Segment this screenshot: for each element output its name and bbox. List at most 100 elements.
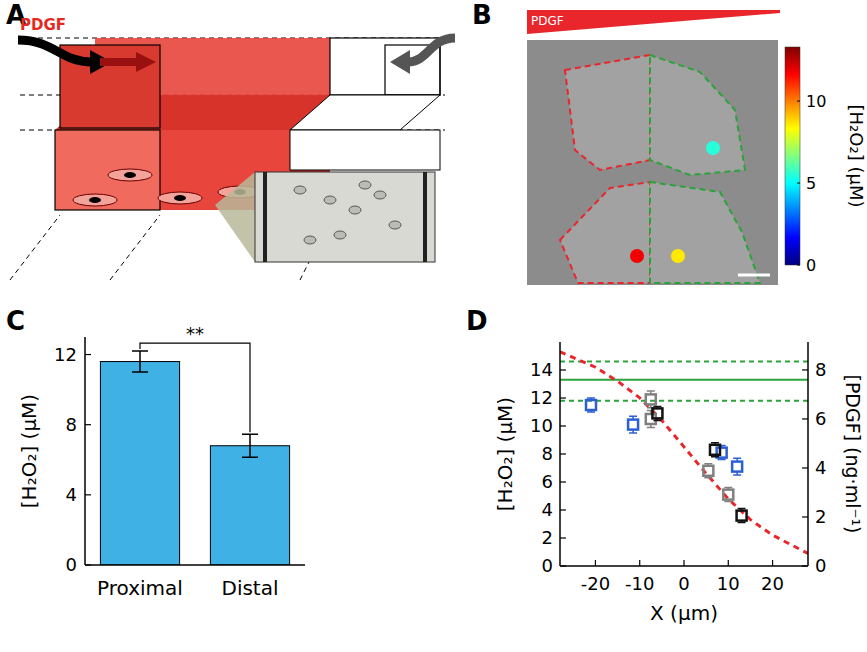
- marker: [723, 490, 733, 500]
- y2-tick: [802, 565, 808, 566]
- white-channel-body: [290, 130, 440, 170]
- y-tick-label: 4: [66, 484, 77, 505]
- inset-cell: [304, 236, 316, 244]
- y-tick-label: 12: [530, 387, 553, 408]
- spot: [671, 249, 685, 263]
- colorbar: [785, 47, 800, 265]
- error-bar: [629, 416, 637, 433]
- marker: [703, 466, 713, 476]
- y-tick: [85, 564, 91, 565]
- inset-cell: [374, 191, 386, 199]
- y-tick-label: 8: [542, 443, 553, 464]
- inflow-arrow: [408, 38, 455, 62]
- micrograph: [527, 40, 778, 285]
- guide-line: [10, 215, 60, 280]
- colorbar-tick-label: 0: [806, 256, 816, 275]
- line: [560, 361, 808, 363]
- panel-letter: C: [6, 306, 25, 336]
- y2-tick: [802, 516, 808, 517]
- error-bar: [587, 398, 595, 412]
- inset-cell: [389, 221, 401, 229]
- x-tick-label: -10: [625, 573, 654, 594]
- y-tick-label: 2: [542, 527, 553, 548]
- y-tick-label: 0: [66, 554, 77, 575]
- spot: [706, 141, 720, 155]
- gradient-wedge: [527, 10, 780, 34]
- y2-axis: [807, 342, 809, 566]
- error-bar: [711, 443, 719, 457]
- error-bar: [647, 391, 655, 408]
- cell: [73, 194, 117, 206]
- y2-tick: [802, 418, 808, 419]
- y-tick-label: 0: [542, 555, 553, 576]
- white-channel-top: [330, 38, 440, 95]
- bars: [100, 351, 289, 565]
- colorbar-title: [H₂O₂] (μM): [846, 105, 867, 208]
- x-tick: [772, 560, 773, 566]
- marker: [586, 400, 596, 410]
- colorbar-tick: [797, 101, 800, 102]
- channel-wall: [263, 172, 267, 262]
- significance-label: **: [186, 323, 204, 344]
- cell: [158, 192, 202, 204]
- cell-outline: [650, 182, 760, 283]
- y-tick-label: 8: [66, 414, 77, 435]
- inset-cell: [294, 186, 306, 194]
- marker: [710, 445, 720, 455]
- inset-cell: [359, 181, 371, 189]
- y-axis: [84, 337, 86, 565]
- y-axis-title: [H₂O₂] (μM): [17, 394, 41, 508]
- marker: [646, 394, 656, 404]
- guide-line: [110, 215, 160, 280]
- y2-tick: [802, 467, 808, 468]
- white-channel-face: [290, 95, 440, 130]
- panel-a: APDGF: [6, 0, 455, 280]
- channel-wall: [423, 172, 427, 262]
- marker: [628, 420, 638, 430]
- x-tick-label: -20: [581, 573, 610, 594]
- cell-outline: [565, 55, 650, 170]
- y2-axis-title: [PDGF] (ng·ml⁻¹): [842, 374, 864, 533]
- channel-front: [55, 130, 160, 210]
- y2-tick-label: 8: [815, 359, 826, 380]
- y2-tick-label: 6: [815, 408, 826, 429]
- nucleus: [89, 197, 101, 203]
- colorbar-tick-label: 5: [806, 174, 816, 193]
- y-tick: [85, 424, 91, 425]
- y-axis-title: [H₂O₂] (μM): [493, 397, 517, 511]
- x-tick-label: 10: [717, 573, 740, 594]
- error-bar: [704, 464, 712, 478]
- pdgf-label: PDGF: [20, 16, 66, 34]
- panel-letter: B: [472, 0, 492, 30]
- significance-bracket: [140, 343, 250, 432]
- colorbar-tick: [797, 183, 800, 184]
- y-tick-label: 10: [530, 415, 553, 436]
- x-tick: [683, 560, 684, 566]
- bar: [210, 446, 289, 565]
- inset-cell: [349, 206, 361, 214]
- panel-c: CProximalDistal04812[H₂O₂] (μM)**: [6, 306, 305, 600]
- plot-marks: [560, 352, 808, 554]
- y2-tick: [802, 369, 808, 370]
- x-tick-label: 20: [761, 573, 784, 594]
- line: [560, 379, 808, 381]
- figure: APDGFBPDGF0510[H₂O₂] (μM)CProximalDistal…: [0, 0, 867, 652]
- scale-bar: [738, 274, 770, 277]
- arrow-head: [136, 52, 156, 72]
- line: [560, 352, 808, 554]
- x-tick-label: 0: [678, 573, 689, 594]
- inset-cell: [324, 196, 336, 204]
- error-bar: [242, 434, 258, 457]
- y-tick: [560, 481, 566, 482]
- y-tick: [560, 509, 566, 510]
- nucleus: [124, 172, 136, 178]
- nucleus: [174, 195, 186, 201]
- bar: [100, 362, 179, 565]
- inflow-arrow: [18, 40, 92, 62]
- panel-letter: D: [466, 306, 488, 336]
- y2-tick-label: 0: [815, 555, 826, 576]
- marker: [737, 511, 747, 521]
- y-tick: [85, 494, 91, 495]
- x-tick: [595, 560, 596, 566]
- x-axis: [85, 564, 305, 566]
